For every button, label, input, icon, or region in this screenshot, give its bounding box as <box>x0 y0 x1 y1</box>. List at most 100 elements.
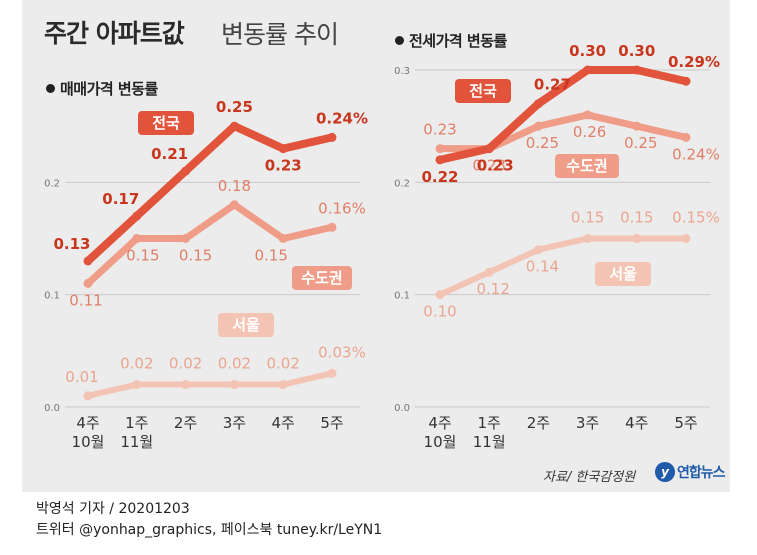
x-tick-label: 3주 <box>576 414 599 432</box>
data-label: 0.24% <box>672 145 720 163</box>
data-point <box>681 132 691 142</box>
data-label: 0.21 <box>151 145 188 163</box>
data-label: 0.30 <box>618 42 655 60</box>
data-label: 0.23 <box>477 157 514 175</box>
series-line-2 <box>85 370 335 399</box>
x-tick-label: 2주 <box>174 414 197 432</box>
series-tag-label: 전국 <box>469 82 497 100</box>
data-label: 0.27 <box>534 76 571 94</box>
series-tag-label: 서울 <box>609 265 637 283</box>
data-label: 0.02 <box>120 355 153 373</box>
data-point <box>278 380 288 390</box>
x-tick-label: 1주 <box>125 414 148 432</box>
data-point <box>278 144 288 154</box>
data-label: 0.15 <box>254 247 287 265</box>
data-point <box>533 121 543 131</box>
data-point <box>583 110 593 120</box>
source-note: 자료/ 한국감정원 <box>543 470 636 485</box>
data-label: 0.25 <box>526 134 559 152</box>
data-point <box>229 200 239 210</box>
data-point <box>533 245 543 255</box>
data-label: 0.15 <box>571 209 604 227</box>
data-label: 0.15% <box>672 209 720 227</box>
data-point <box>83 391 93 401</box>
bullet-icon <box>395 36 404 45</box>
data-point <box>327 368 337 378</box>
data-point <box>681 76 691 86</box>
series-line-0 <box>84 122 336 265</box>
y-tick-label: 0.3 <box>394 66 410 77</box>
x-tick-label: 4주 <box>428 414 451 432</box>
data-point <box>132 234 142 243</box>
data-label: 0.23 <box>265 157 302 175</box>
data-label: 0.29% <box>668 53 720 71</box>
data-point <box>327 222 337 232</box>
data-point <box>83 256 93 266</box>
right-chart-title-wrap: 전세가격 변동률 <box>395 30 507 51</box>
yonhap-logo: y 연합뉴스 <box>655 462 726 482</box>
data-label: 0.25 <box>624 134 657 152</box>
x-tick-label: 4주 <box>76 414 99 432</box>
series-tag-box <box>555 154 619 178</box>
logo-text: 연합뉴스 <box>677 465 726 481</box>
data-label: 0.16% <box>318 199 366 217</box>
data-label: 0.10 <box>423 303 456 321</box>
y-tick-label: 0.2 <box>44 178 60 189</box>
series-line-2 <box>437 235 689 298</box>
data-point <box>181 234 191 243</box>
y-tick-label: 0.0 <box>394 403 410 414</box>
bullet-icon <box>46 84 55 93</box>
data-point <box>681 234 691 243</box>
data-label: 0.15 <box>126 247 159 265</box>
data-point <box>435 290 445 300</box>
data-point <box>327 132 337 142</box>
data-point <box>632 121 642 131</box>
y-tick-label: 0.1 <box>44 291 60 302</box>
series-tag-label: 수도권 <box>566 157 607 175</box>
data-label: 0.02 <box>169 355 202 373</box>
x-tick-label: 5주 <box>320 414 343 432</box>
series-line-1 <box>84 201 336 287</box>
data-label: 0.25 <box>216 98 253 116</box>
x-tick-label: 10월 <box>72 433 105 451</box>
data-label: 0.01 <box>65 368 98 386</box>
chart-panel <box>22 0 730 492</box>
data-label: 0.22 <box>421 168 458 186</box>
x-tick-label: 4주 <box>272 414 295 432</box>
data-label: 0.14 <box>526 258 559 276</box>
x-tick-label: 1주 <box>478 414 501 432</box>
data-point <box>229 121 239 131</box>
data-label: 0.24% <box>316 109 368 127</box>
series-line-0 <box>436 66 690 164</box>
data-point <box>632 65 642 75</box>
data-label: 0.30 <box>569 42 606 60</box>
data-label: 0.26 <box>573 123 606 141</box>
logo-mark-icon: y <box>655 462 675 482</box>
series-tag-label: 수도권 <box>301 269 342 287</box>
data-point <box>583 234 593 243</box>
y-tick-label: 0.2 <box>394 178 410 189</box>
data-point <box>435 155 445 165</box>
data-point <box>435 144 445 154</box>
data-label: 0.23 <box>472 157 505 175</box>
x-tick-label: 3주 <box>223 414 246 432</box>
data-label: 0.03% <box>318 343 366 361</box>
x-tick-label: 4주 <box>625 414 648 432</box>
series-tag-box <box>138 111 194 135</box>
credit-sns: 트위터 @yonhap_graphics, 페이스북 tuney.kr/LeYN… <box>36 522 383 538</box>
data-point <box>632 234 642 243</box>
x-tick-label: 5주 <box>674 414 697 432</box>
credit-reporter: 박영석 기자 / 20201203 <box>36 501 190 517</box>
data-point <box>278 234 288 243</box>
series-tag-box <box>455 79 511 103</box>
data-point <box>132 211 142 221</box>
left-chart-title-wrap: 매매가격 변동률 <box>46 78 158 99</box>
left-chart-title: 매매가격 변동률 <box>60 80 158 98</box>
data-label: 0.02 <box>266 355 299 373</box>
page-subtitle: 변동률 추이 <box>221 20 339 49</box>
x-tick-label: 11월 <box>473 433 506 451</box>
data-point <box>83 278 93 288</box>
data-label: 0.11 <box>69 291 102 309</box>
data-label: 0.18 <box>218 177 251 195</box>
